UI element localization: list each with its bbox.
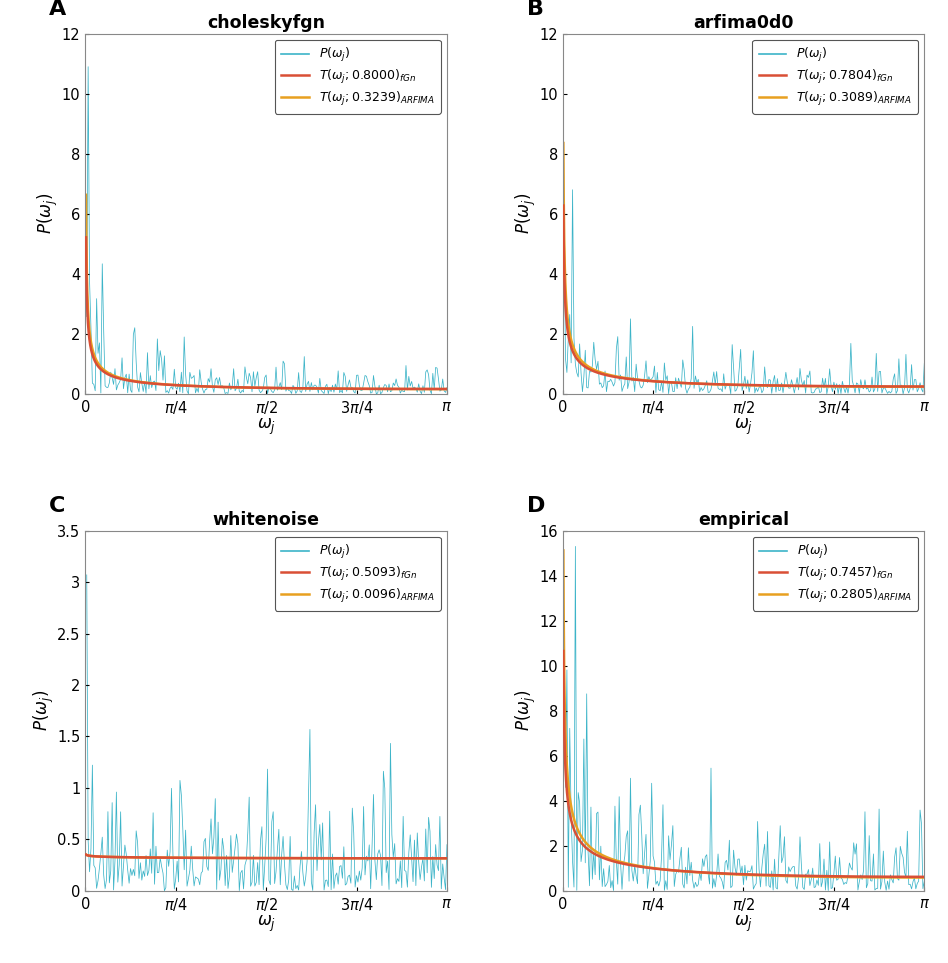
Text: C: C xyxy=(49,496,65,516)
Legend: $P(\omega_j)$, $T(\omega_j;0.7457)_{fGn}$, $T(\omega_j;0.2805)_{ARFIMA}$: $P(\omega_j)$, $T(\omega_j;0.7457)_{fGn}… xyxy=(753,537,918,611)
Text: D: D xyxy=(526,496,545,516)
Legend: $P(\omega_j)$, $T(\omega_j;0.5093)_{fGn}$, $T(\omega_j;0.0096)_{ARFIMA}$: $P(\omega_j)$, $T(\omega_j;0.5093)_{fGn}… xyxy=(275,537,441,611)
Title: choleskyfgn: choleskyfgn xyxy=(207,14,325,32)
Text: A: A xyxy=(49,0,66,19)
X-axis label: $\omega_j$: $\omega_j$ xyxy=(734,914,753,934)
X-axis label: $\omega_j$: $\omega_j$ xyxy=(257,417,276,437)
Legend: $P(\omega_j)$, $T(\omega_j;0.7804)_{fGn}$, $T(\omega_j;0.3089)_{ARFIMA}$: $P(\omega_j)$, $T(\omega_j;0.7804)_{fGn}… xyxy=(753,39,918,114)
Text: B: B xyxy=(526,0,543,19)
Title: empirical: empirical xyxy=(698,511,789,529)
Title: arfima0d0: arfima0d0 xyxy=(693,14,793,32)
Legend: $P(\omega_j)$, $T(\omega_j;0.8000)_{fGn}$, $T(\omega_j;0.3239)_{ARFIMA}$: $P(\omega_j)$, $T(\omega_j;0.8000)_{fGn}… xyxy=(275,39,441,114)
Y-axis label: $P(\omega_j)$: $P(\omega_j)$ xyxy=(31,690,56,731)
Title: whitenoise: whitenoise xyxy=(212,511,319,529)
Y-axis label: $P(\omega_j)$: $P(\omega_j)$ xyxy=(36,194,61,234)
X-axis label: $\omega_j$: $\omega_j$ xyxy=(734,417,753,437)
X-axis label: $\omega_j$: $\omega_j$ xyxy=(257,914,276,934)
Y-axis label: $P(\omega_j)$: $P(\omega_j)$ xyxy=(514,194,538,234)
Y-axis label: $P(\omega_j)$: $P(\omega_j)$ xyxy=(514,690,538,731)
